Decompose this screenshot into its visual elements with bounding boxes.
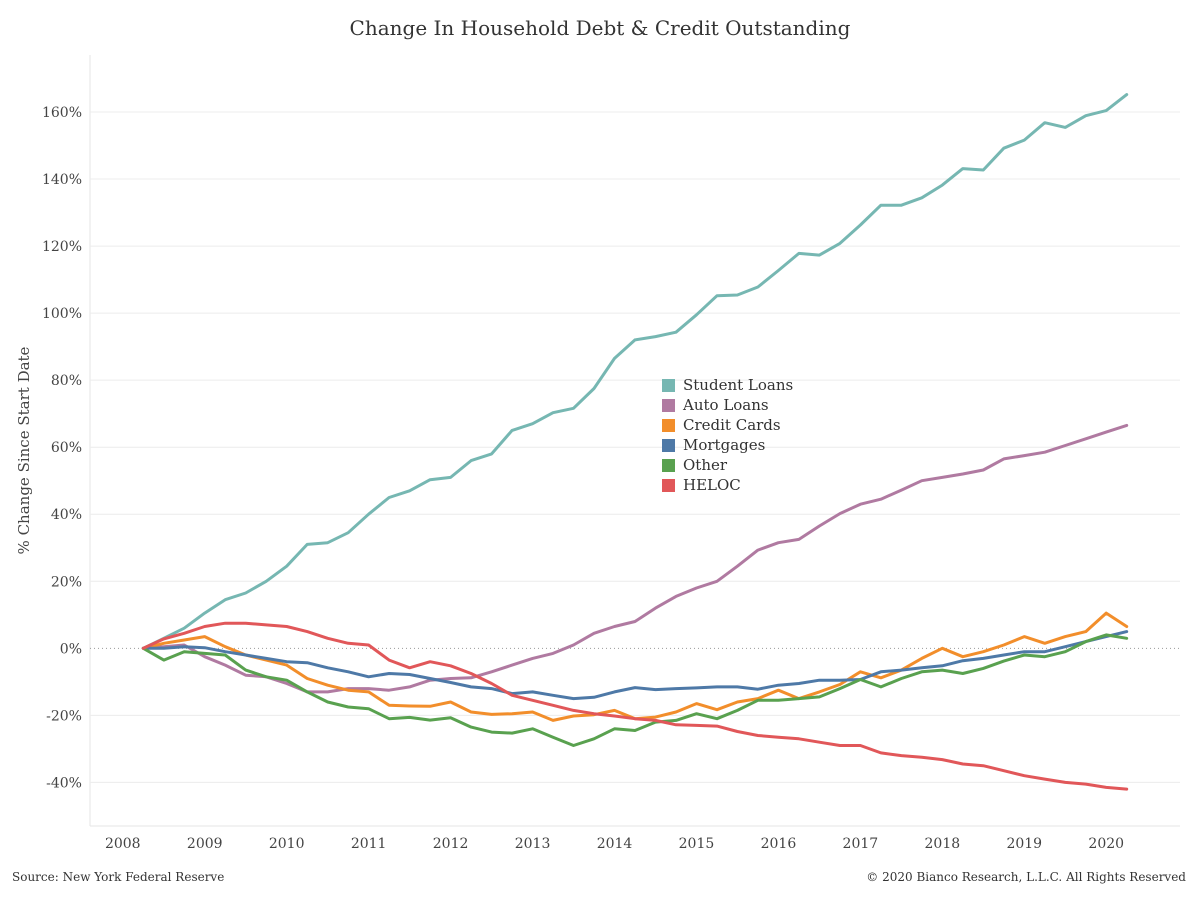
legend-item-auto-loans: Auto Loans [662, 395, 793, 415]
legend-label: Mortgages [683, 436, 766, 454]
y-tick-label: 0% [60, 641, 82, 657]
y-tick-label: 40% [51, 507, 82, 523]
x-tick-label: 2013 [515, 836, 551, 852]
x-tick-label: 2017 [843, 836, 879, 852]
legend-label: Student Loans [683, 376, 794, 394]
y-axis-title: % Change Since Start Date [15, 346, 33, 554]
y-tick-label: -20% [46, 708, 82, 724]
series-line-credit-cards [141, 611, 1129, 722]
y-tick-label: 120% [42, 239, 82, 255]
x-tick-label: 2018 [925, 836, 961, 852]
y-tick-label: 160% [42, 105, 82, 121]
source-note: Source: New York Federal Reserve [12, 870, 225, 884]
x-tick-label: 2012 [433, 836, 469, 852]
legend-item-student-loans: Student Loans [662, 375, 793, 395]
y-tick-label: 20% [51, 574, 82, 590]
x-tick-label: 2015 [679, 836, 715, 852]
legend-swatch [662, 438, 675, 452]
legend-label: Auto Loans [683, 396, 769, 414]
chart-legend: Student Loans Auto Loans Credit Cards Mo… [662, 375, 793, 495]
x-tick-label: 2016 [761, 836, 797, 852]
legend-item-heloc: HELOC [662, 475, 793, 495]
x-tick-label: 2011 [351, 836, 387, 852]
y-tick-label: 60% [51, 440, 82, 456]
legend-label: Other [683, 456, 728, 474]
legend-item-credit-cards: Credit Cards [662, 415, 793, 435]
x-tick-label: 2020 [1088, 836, 1124, 852]
legend-swatch [662, 378, 675, 392]
series-line-mortgages [141, 630, 1129, 701]
legend-label: Credit Cards [683, 416, 781, 434]
y-tick-label: 140% [42, 172, 82, 188]
legend-swatch [662, 398, 675, 412]
legend-item-other: Other [662, 455, 793, 475]
x-tick-label: 2014 [597, 836, 633, 852]
x-tick-label: 2009 [187, 836, 223, 852]
copyright-note: © 2020 Bianco Research, L.L.C. All Right… [866, 870, 1186, 884]
chart-title: Change In Household Debt & Credit Outsta… [349, 16, 851, 40]
legend-swatch [662, 418, 675, 432]
x-tick-label: 2010 [269, 836, 305, 852]
legend-swatch [662, 458, 675, 472]
legend-swatch [662, 478, 675, 492]
y-tick-label: 80% [51, 373, 82, 389]
x-tick-label: 2019 [1006, 836, 1042, 852]
series-line-student-loans [141, 93, 1129, 650]
series-line-heloc [141, 621, 1129, 791]
x-tick-label: 2008 [105, 836, 141, 852]
legend-label: HELOC [683, 476, 741, 494]
legend-item-mortgages: Mortgages [662, 435, 793, 455]
series-line-other [141, 633, 1129, 747]
y-tick-label: 100% [42, 306, 82, 322]
y-tick-label: -40% [46, 775, 82, 791]
